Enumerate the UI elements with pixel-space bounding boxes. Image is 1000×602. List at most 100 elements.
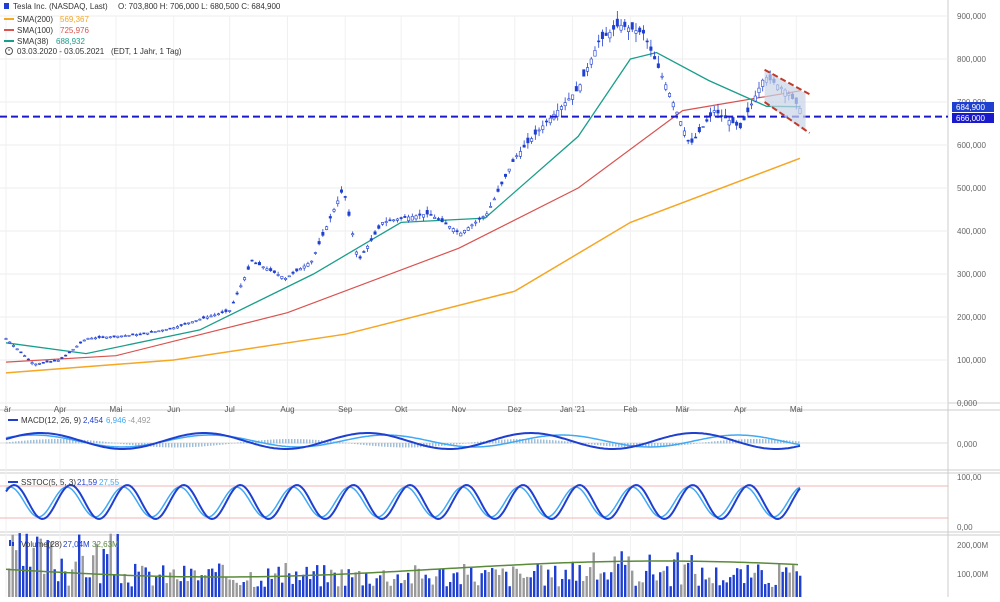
macd-histogram-bar [288, 439, 290, 444]
macd-v2: 6,946 [106, 416, 127, 425]
volume-bar [113, 574, 116, 597]
macd-histogram-bar [243, 441, 245, 444]
volume-bar [246, 580, 249, 597]
volume-bar [638, 581, 641, 597]
macd-histogram-bar [306, 439, 308, 444]
candle-body [313, 252, 317, 254]
volume-bar [753, 572, 756, 597]
volume-bar [519, 573, 522, 597]
stoch-d-line [5, 486, 801, 518]
macd-histogram-bar [231, 443, 233, 444]
volume-bar [249, 572, 252, 597]
candle-body [90, 337, 94, 340]
macd-histogram-bar [702, 442, 704, 444]
macd-histogram-bar [495, 440, 497, 444]
macd-name: MACD(12, 26, 9) [21, 416, 81, 425]
macd-histogram-bar [726, 440, 728, 444]
volume-bar [232, 579, 235, 597]
volume-bar [127, 582, 130, 597]
candle-body [388, 219, 392, 222]
volume-bar [526, 576, 529, 597]
candle-body [392, 219, 396, 222]
candle-body [347, 211, 351, 216]
candle-body [216, 313, 220, 316]
candle-body [52, 359, 56, 362]
macd-histogram-bar [714, 441, 716, 444]
macd-histogram-bar [597, 443, 599, 446]
candle-body [653, 56, 657, 60]
x-tick-labels: är Apr Mai Jun Jul Aug Sep Okt Nov Dez Jan '21 Feb M… [4, 405, 803, 414]
volume-bar [228, 579, 231, 597]
candle-body [522, 144, 526, 148]
candle-body [366, 245, 370, 249]
volume-bar [669, 586, 672, 597]
x-tick-label: Mär [676, 405, 690, 414]
macd-histogram-bar [48, 439, 50, 444]
candle-body [656, 63, 660, 68]
candle-body [339, 189, 343, 193]
candle-body [187, 322, 191, 325]
macd-histogram-bar [372, 443, 374, 446]
x-tick-label: Jul [225, 405, 235, 414]
macd-histogram-bar [654, 443, 656, 448]
volume-y-tick-200: 200,00M [957, 541, 988, 550]
macd-histogram-bar [345, 442, 347, 444]
volume-bar [571, 561, 574, 597]
candle-body [429, 214, 433, 216]
candle-body [116, 335, 120, 338]
volume-bar [599, 573, 602, 597]
macd-histogram-bar [399, 443, 401, 448]
volume-bar [732, 574, 735, 597]
candle-body [545, 120, 549, 123]
volume-bar [494, 569, 497, 597]
candle-body [8, 341, 12, 344]
volume-bar [477, 585, 480, 597]
candle-body [362, 251, 366, 253]
macd-histogram-bar [684, 443, 686, 445]
candle-body [630, 22, 634, 30]
candle-body [649, 46, 653, 51]
candle-body [623, 21, 627, 27]
candle-body [709, 112, 713, 117]
volume-bar [347, 569, 350, 597]
volume-bar [372, 585, 375, 597]
volume-bar [673, 559, 676, 597]
candle-body [134, 334, 138, 336]
candle-body [209, 315, 213, 318]
volume-bar [764, 584, 767, 597]
y-tick-label: 900,000 [957, 12, 986, 21]
candle-body [112, 335, 116, 338]
volume-bar [606, 579, 609, 597]
volume-bar [547, 569, 550, 597]
volume-bar [722, 580, 725, 597]
volume-bar [316, 565, 319, 597]
candle-body [34, 363, 38, 366]
candle-body [634, 30, 638, 34]
volume-bar [428, 578, 431, 597]
macd-histogram-bar [201, 443, 203, 447]
macd-histogram-bar [729, 439, 731, 444]
volume-bar [190, 568, 193, 597]
candle-body [586, 67, 590, 72]
macd-histogram-bar [765, 439, 767, 444]
volume-bar [445, 586, 448, 597]
candle-body [466, 227, 470, 231]
macd-histogram-bar [297, 439, 299, 444]
volume-bar [225, 577, 228, 597]
volume-bar [39, 538, 42, 597]
volume-bar [57, 581, 60, 597]
volume-bar [281, 582, 284, 597]
volume-bar [561, 578, 564, 597]
candle-body [138, 333, 142, 336]
macd-histogram-bar [795, 441, 797, 444]
volume-bar [123, 573, 126, 597]
volume-bar [617, 563, 620, 597]
macd-histogram-bar [309, 439, 311, 444]
macd-histogram-bar [798, 441, 800, 444]
candle-body [269, 268, 273, 271]
volume-bar [690, 555, 693, 597]
candle-body [504, 173, 508, 177]
candle-body [250, 259, 254, 262]
volume-bar [137, 571, 140, 597]
candle-body [567, 98, 571, 101]
